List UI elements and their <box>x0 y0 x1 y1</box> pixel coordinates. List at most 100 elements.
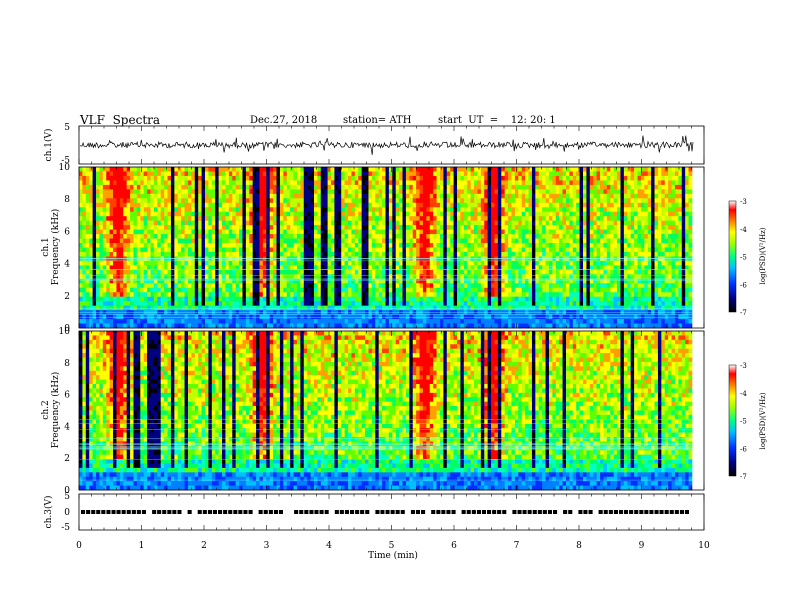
spectrogram-cell <box>480 319 485 324</box>
spectrogram-cell <box>126 193 131 199</box>
spectrogram-cell <box>453 287 458 293</box>
spectrogram-cell <box>143 198 148 204</box>
spectrogram-cell <box>208 274 213 280</box>
spectrogram-cell <box>303 274 308 280</box>
spectrogram-cell <box>344 319 349 324</box>
spectrogram-cell <box>313 274 318 280</box>
spectrogram-cell <box>106 287 110 293</box>
spectrogram-cell <box>276 175 281 181</box>
spectrogram-cell <box>259 274 264 280</box>
spectrogram-cell <box>106 216 110 221</box>
spectrogram-cell <box>167 319 172 324</box>
spectrogram-cell <box>191 278 196 284</box>
spectrogram-cell <box>337 292 342 297</box>
spectrogram-cell <box>205 184 209 190</box>
spectrogram-cell <box>443 292 448 297</box>
spectrogram-cell <box>474 260 478 266</box>
spectrogram-cell <box>184 167 189 172</box>
spectrogram-cell <box>150 167 155 172</box>
spectrogram-cell <box>262 193 267 199</box>
spectrogram-cell <box>388 314 393 320</box>
spectrogram-cell <box>487 171 492 177</box>
spectrogram-cell <box>143 296 148 302</box>
spectrogram-cell <box>269 171 274 177</box>
spectrogram-cell <box>290 198 294 204</box>
spectrogram-cell <box>474 301 478 306</box>
spectrogram-cell <box>181 292 185 297</box>
spectrogram-cell <box>123 247 127 253</box>
spectrogram-cell <box>514 251 519 257</box>
spectrogram-cell <box>331 202 335 208</box>
spectrogram-cell <box>228 202 233 208</box>
spectrogram-cell <box>293 216 298 221</box>
spectrogram-cell <box>150 274 155 280</box>
spectrogram-cell <box>497 243 502 248</box>
spectrogram-cell <box>82 274 87 280</box>
spectrogram-cell <box>300 202 305 208</box>
spectrogram-cell <box>191 243 196 248</box>
spectrogram-cell <box>351 287 356 293</box>
spectrogram-cell <box>79 274 83 280</box>
spectrogram-cell <box>433 301 437 306</box>
spectrogram-cell <box>126 180 131 186</box>
spectrogram-cell <box>208 296 213 302</box>
spectrogram-cell <box>368 220 373 226</box>
spectrogram-cell <box>307 265 311 271</box>
spectrogram-cell <box>348 211 352 217</box>
spectrogram-cell <box>296 251 301 257</box>
spectrogram-cell <box>218 269 223 275</box>
spectrogram-cell <box>177 274 182 280</box>
spectrogram-cell <box>337 247 342 253</box>
spectrogram-cell <box>320 220 325 226</box>
spectrogram-cell <box>337 314 342 320</box>
spectrogram-cell <box>116 171 121 177</box>
spectrogram-cell <box>470 184 475 190</box>
spectrogram-cell <box>409 301 414 306</box>
spectrogram-cell <box>160 283 165 289</box>
spectrogram-cell <box>157 323 162 329</box>
spectrogram-cell <box>181 171 185 177</box>
spectrogram-cell <box>375 287 379 293</box>
spectrogram-cell <box>99 225 104 230</box>
spectrogram-cell <box>82 260 87 266</box>
spectrogram-cell <box>378 265 383 271</box>
spectrogram-cell <box>457 198 461 204</box>
spectrogram-cell <box>457 229 461 235</box>
spectrogram-cell <box>109 207 114 213</box>
spectrogram-cell <box>378 287 383 293</box>
spectrogram-cell <box>249 167 253 172</box>
spectrogram-cell <box>92 229 97 235</box>
spectrogram-cell <box>457 184 461 190</box>
spectrogram-cell <box>269 180 274 186</box>
spectrogram-cell <box>480 175 485 181</box>
spectrogram-cell <box>167 301 172 306</box>
spectrogram-cell <box>177 229 182 235</box>
spectrogram-cell <box>269 296 274 302</box>
spectrogram-cell <box>348 314 352 320</box>
spectrogram-cell <box>290 229 294 235</box>
spectrogram-cell <box>453 171 458 177</box>
spectrogram-cell <box>460 251 465 257</box>
spectrogram-cell <box>150 301 155 306</box>
spectrogram-cell <box>232 251 236 257</box>
spectrogram-cell <box>535 229 540 235</box>
spectrogram-cell <box>341 229 345 235</box>
spectrogram-cell <box>239 220 243 226</box>
spectrogram-cell <box>368 260 373 266</box>
spectrogram-cell <box>422 171 427 177</box>
spectrogram-cell <box>147 260 151 266</box>
spectrogram-cell <box>504 225 509 230</box>
spectrogram-cell <box>334 171 339 177</box>
spectrogram-cell <box>205 171 209 177</box>
spectrogram-cell <box>422 175 427 181</box>
spectrogram-cell <box>126 216 131 221</box>
spectrogram-cell <box>106 175 110 181</box>
spectrogram-cell <box>446 319 451 324</box>
spectrogram-cell <box>480 216 485 221</box>
spectrogram-cell <box>467 171 471 177</box>
spectrogram-cell <box>252 180 257 186</box>
spectrogram-cell <box>514 274 519 280</box>
spectrogram-cell <box>494 216 499 221</box>
spectrogram-cell <box>521 184 526 190</box>
spectrogram-cell <box>89 175 93 181</box>
